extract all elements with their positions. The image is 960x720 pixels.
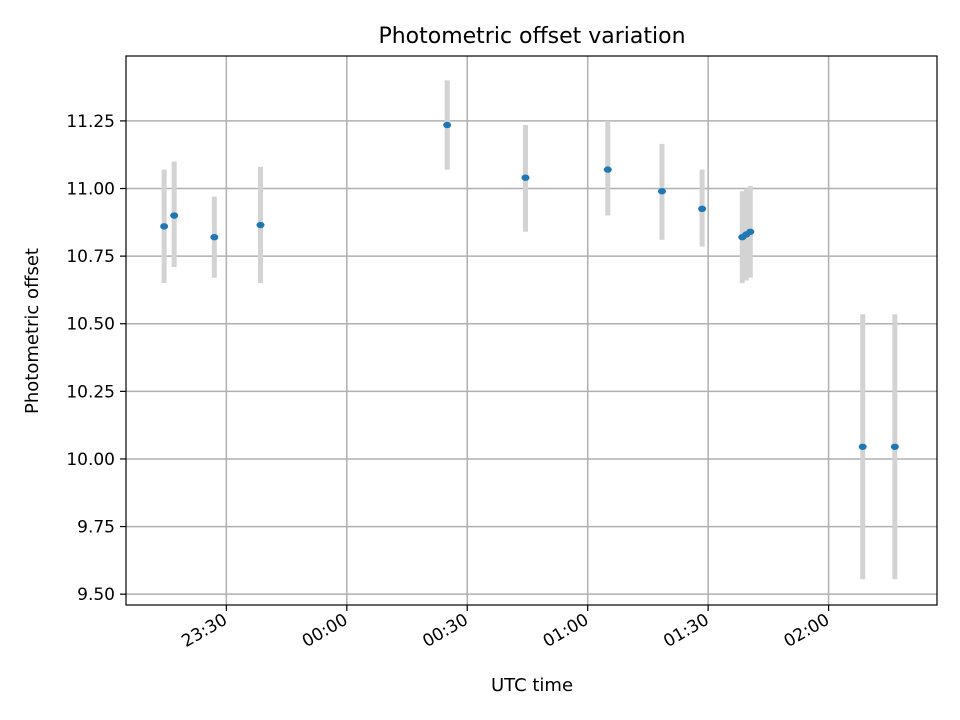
errorbar-layer [161,80,898,580]
data-point [603,166,612,173]
y-tick-label: 10.00 [66,450,115,470]
tick-layer: 9.50 9.75 10.00 10.25 10.50 10.75 11.00 11.25 23… [66,112,833,652]
grid-layer [126,56,937,605]
data-point [521,174,530,181]
x-tick-label: 00:30 [419,610,471,652]
point-layer [160,121,899,450]
y-tick-label: 9.75 [77,518,115,538]
y-tick-label: 10.50 [66,315,115,335]
x-tick-label: 02:00 [781,610,833,652]
data-point [890,443,899,450]
data-point [858,443,867,450]
x-axis-label: UTC time [491,675,573,696]
y-tick-label: 11.00 [66,180,115,200]
data-point [746,228,755,235]
plot-frame [125,55,938,606]
y-tick-label: 10.25 [66,382,115,402]
data-point [160,223,169,230]
chart-title: Photometric offset variation [378,24,685,49]
data-point [657,188,666,195]
y-tick-label: 11.25 [66,112,115,132]
data-point [210,233,219,241]
x-tick-label: 01:30 [660,610,712,652]
x-tick-label: 00:00 [299,610,351,652]
data-point [443,121,452,129]
y-tick-label: 9.50 [77,585,115,605]
x-tick-label: 01:00 [540,610,592,652]
x-tick-label: 23:30 [178,610,230,652]
data-point [256,221,265,229]
y-tick-label: 10.75 [66,247,115,267]
data-point [698,205,707,213]
data-point [170,212,179,219]
y-axis-label: Photometric offset [22,248,43,414]
